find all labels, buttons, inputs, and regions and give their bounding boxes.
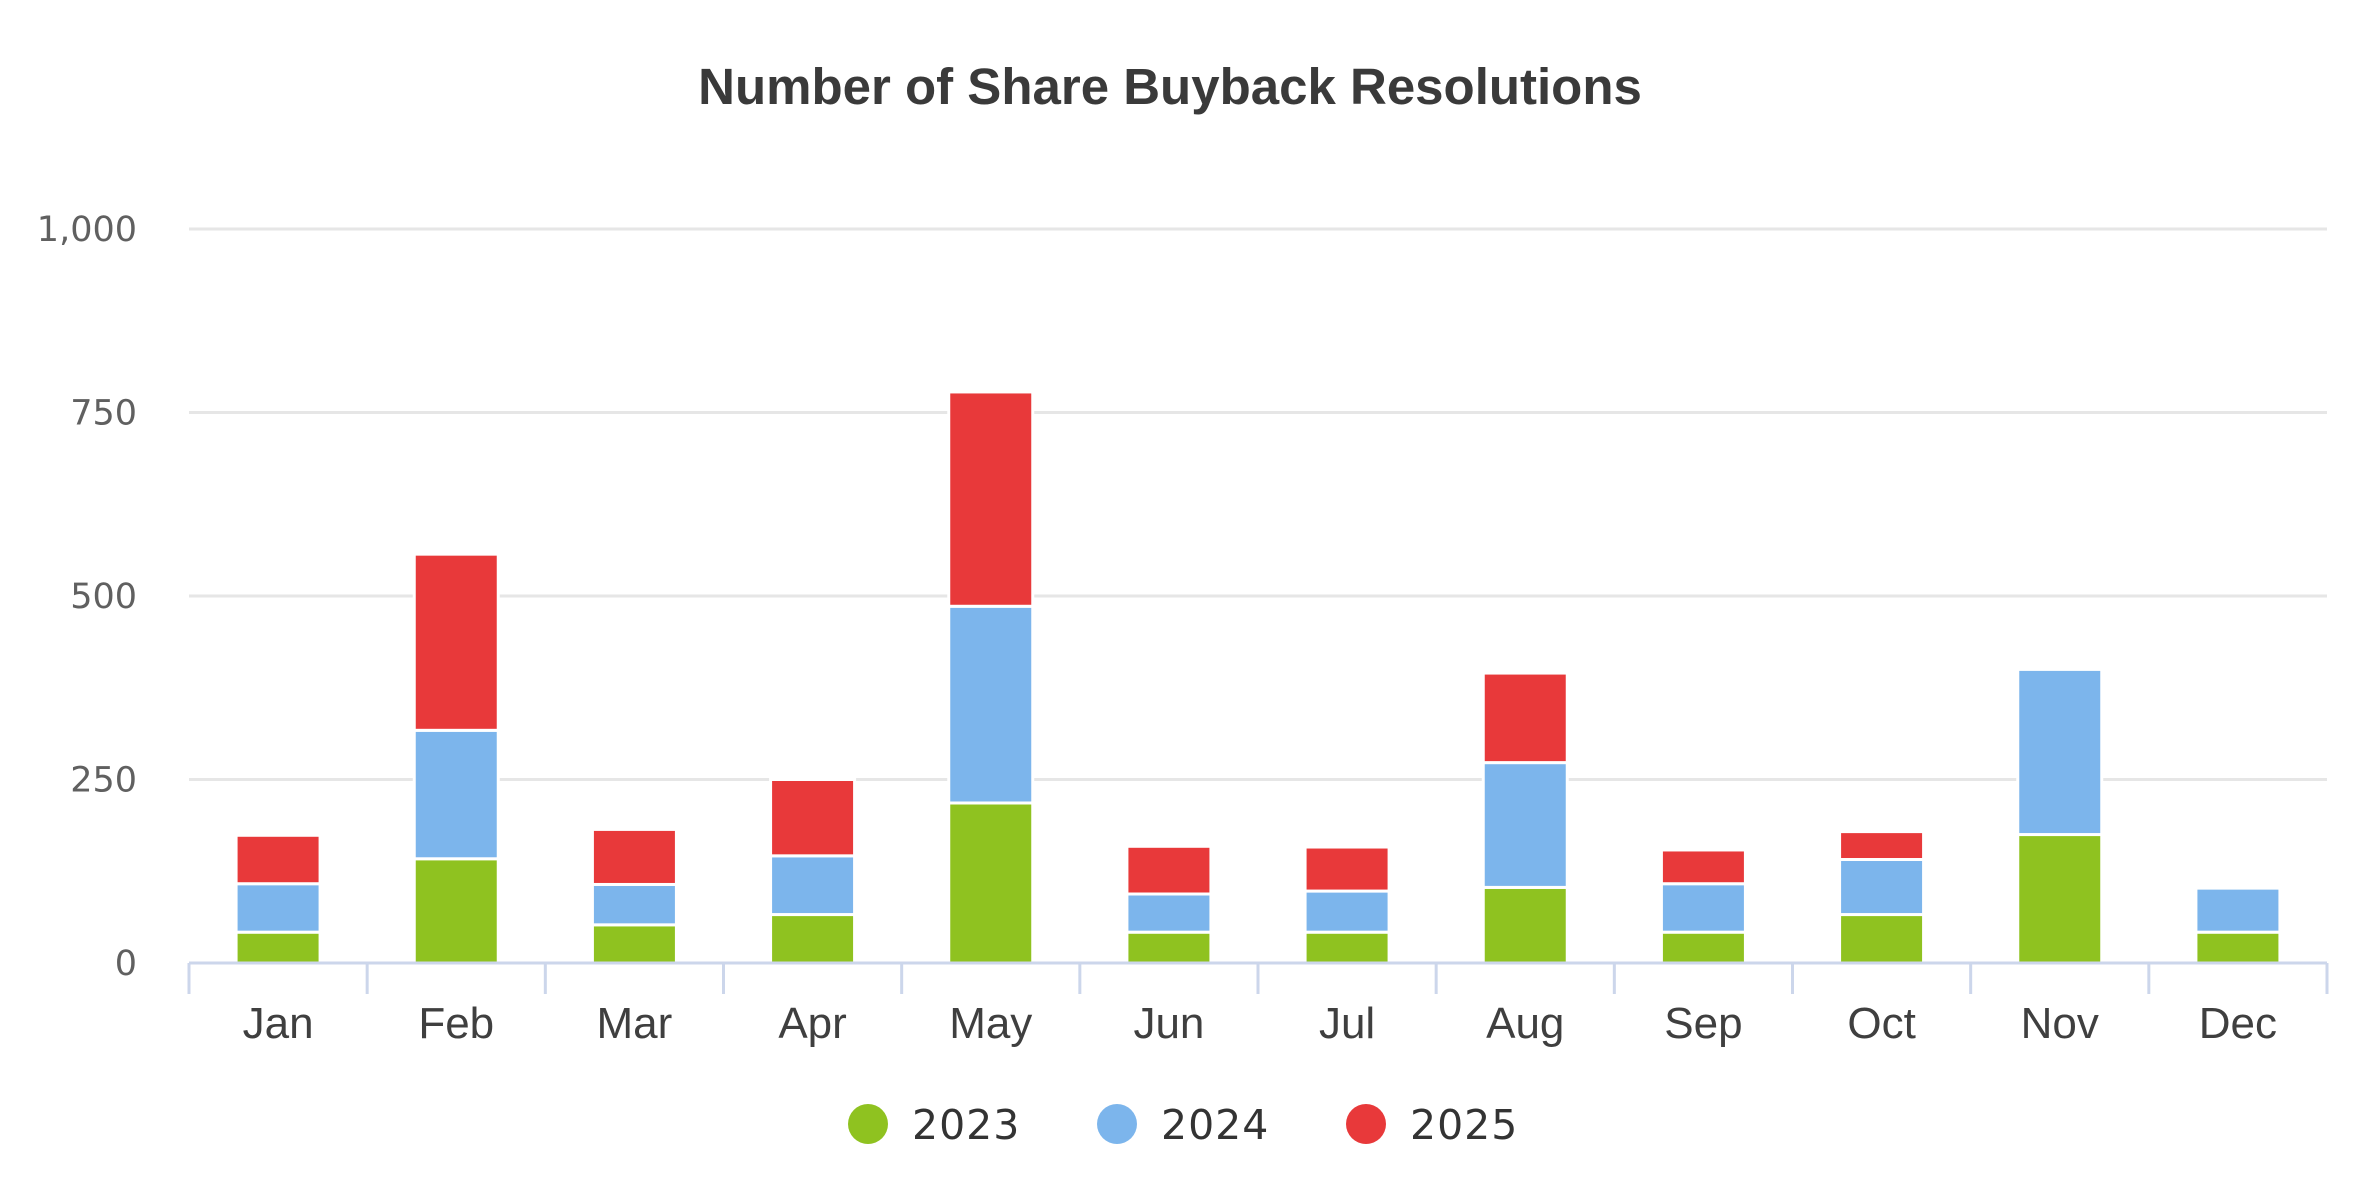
bar-stack-jun [1125,844,1213,965]
bar-2023-dec[interactable] [2194,930,2282,965]
bar-2024-may[interactable] [947,604,1035,805]
legend-item-2024[interactable]: 2024 [1097,1101,1269,1149]
bar-2023-sep[interactable] [1659,930,1747,965]
bar-2024-jul[interactable] [1303,889,1391,934]
bar-2023-apr[interactable] [769,913,857,965]
x-tick-label: Oct [1847,999,1915,1048]
legend: 2023 2024 2025 [848,1101,1518,1149]
x-tick-label: Apr [778,999,846,1048]
chart-title: Number of Share Buyback Resolutions [698,58,1642,115]
bar-stack-dec [2194,886,2282,965]
bar-2025-jul[interactable] [1303,845,1391,893]
legend-label: 2023 [912,1101,1020,1149]
bar-2025-sep[interactable] [1659,848,1747,886]
bar-2025-feb[interactable] [412,552,500,732]
y-tick-label: 1,000 [37,210,137,250]
legend-item-2023[interactable]: 2023 [848,1101,1020,1149]
x-tick-label: Sep [1664,999,1742,1048]
bar-2024-mar[interactable] [590,882,678,927]
bar-2025-jan[interactable] [234,833,322,886]
x-tick-label: Jun [1133,999,1204,1048]
legend-item-2025[interactable]: 2025 [1346,1101,1518,1149]
bar-2024-sep[interactable] [1659,882,1747,934]
bar-2024-apr[interactable] [769,854,857,917]
bar-stack-feb [412,552,500,965]
bar-2025-oct[interactable] [1838,830,1926,862]
x-tick-label: Jul [1319,999,1375,1048]
bar-stack-jul [1303,845,1391,965]
x-tick-label: Aug [1486,999,1564,1048]
bars [234,390,2282,965]
legend-marker [1097,1104,1137,1144]
y-tick-label: 750 [70,394,137,434]
bar-2024-dec[interactable] [2194,886,2282,934]
bar-2025-apr[interactable] [769,778,857,858]
bar-stack-nov [2016,667,2104,965]
bar-2023-aug[interactable] [1481,885,1569,965]
legend-label: 2025 [1410,1101,1518,1149]
bar-2024-aug[interactable] [1481,761,1569,889]
x-tick-label: Nov [2021,999,2099,1048]
legend-marker [1346,1104,1386,1144]
bar-2025-jun[interactable] [1125,844,1213,896]
bar-2023-may[interactable] [947,801,1035,965]
bar-2024-oct[interactable] [1838,858,1926,917]
bar-stack-jan [234,833,322,965]
x-tick-label: Feb [418,999,494,1048]
y-tick-label: 250 [70,761,137,801]
gridlines: 0 250 500 750 1,000 [37,210,2327,984]
bar-stack-apr [769,778,857,965]
bar-2023-mar[interactable] [590,923,678,965]
bar-2023-oct[interactable] [1838,913,1926,965]
bar-2025-aug[interactable] [1481,671,1569,765]
bar-2024-jan[interactable] [234,882,322,934]
bar-2023-jan[interactable] [234,930,322,965]
x-tick-label: Jan [243,999,314,1048]
bar-stack-oct [1838,830,1926,965]
bar-stack-mar [590,827,678,965]
legend-marker [848,1104,888,1144]
bar-2023-jun[interactable] [1125,930,1213,965]
x-tick-label: May [949,999,1032,1048]
y-tick-label: 500 [70,577,137,617]
bar-stack-aug [1481,671,1569,965]
bar-2023-nov[interactable] [2016,833,2104,965]
y-tick-label: 0 [115,944,137,984]
x-tick-label: Mar [597,999,673,1048]
bar-2025-may[interactable] [947,390,1035,608]
bar-2024-jun[interactable] [1125,892,1213,934]
x-tick-label: Dec [2199,999,2277,1048]
bar-stack-sep [1659,848,1747,965]
x-axis: Jan Feb Mar Apr May Jun Jul Aug Sep Oct Nov Dec [187,961,2329,1048]
bar-2024-feb[interactable] [412,728,500,861]
bar-2023-feb[interactable] [412,857,500,965]
bar-2024-nov[interactable] [2016,667,2104,837]
bar-2025-mar[interactable] [590,827,678,886]
bar-2023-jul[interactable] [1303,930,1391,965]
legend-label: 2024 [1161,1101,1269,1149]
bar-stack-may [947,390,1035,965]
